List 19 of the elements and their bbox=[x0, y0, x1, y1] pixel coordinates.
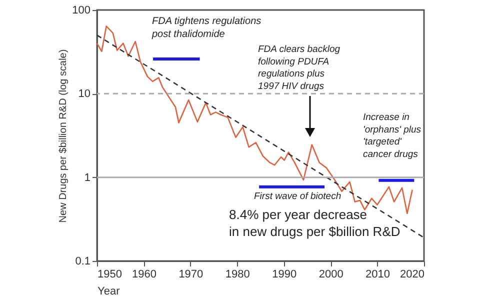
y-axis-title: New Drugs per $billion R&D (log scale) bbox=[58, 49, 70, 223]
x-tick-label: 1980 bbox=[225, 268, 250, 280]
x-tick-label: 2010 bbox=[366, 268, 390, 280]
x-tick-label: 2000 bbox=[318, 268, 344, 280]
y-tick-label: 1 bbox=[84, 172, 90, 184]
annotation: Increase in 'orphans' plus 'targeted' cancer drugs bbox=[363, 112, 422, 160]
annotation: First wave of biotech bbox=[254, 191, 342, 202]
y-tick-label: 0.1 bbox=[75, 256, 90, 268]
x-tick-label: 2020 bbox=[400, 268, 424, 280]
annotation: 8.4% per year decrease in new drugs per $billion R&D bbox=[229, 207, 400, 239]
x-axis-title: Year bbox=[98, 286, 120, 298]
x-tick-label: 1960 bbox=[132, 268, 156, 280]
annotation: FDA tightens regulations post thalidomide bbox=[151, 16, 262, 40]
x-tick-label: 1950 bbox=[98, 268, 122, 280]
x-tick-label: 1970 bbox=[178, 268, 204, 280]
annotation: FDA clears backlog following PDUFA regulations plus 1997 HIV drugs bbox=[258, 44, 341, 92]
x-tick-label: 1990 bbox=[272, 268, 297, 280]
y-tick-label: 10 bbox=[78, 88, 90, 100]
y-tick-label: 100 bbox=[72, 4, 90, 16]
